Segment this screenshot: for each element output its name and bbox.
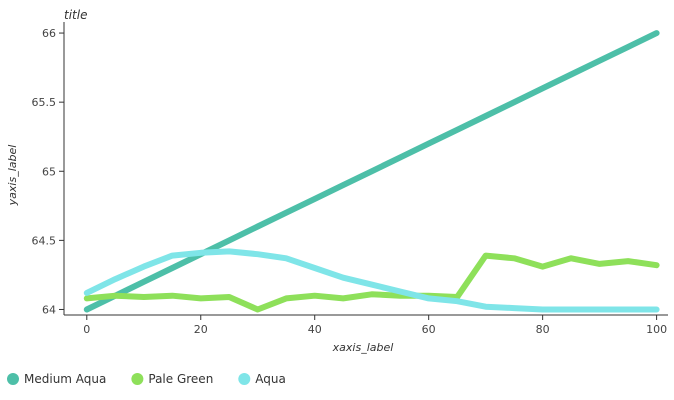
legend-label-medium-aqua: Medium Aqua	[24, 372, 106, 386]
x-tick-label: 60	[422, 323, 436, 336]
y-tick-label: 65.5	[32, 96, 57, 109]
x-tick-label: 40	[308, 323, 322, 336]
legend-label-pale-green: Pale Green	[148, 372, 213, 386]
y-tick-label: 64.5	[32, 234, 57, 247]
x-tick-label: 20	[194, 323, 208, 336]
x-tick-label: 0	[83, 323, 90, 336]
y-tick-label: 65	[42, 165, 56, 178]
y-tick-label: 64	[42, 303, 56, 316]
x-axis-title: xaxis_label	[332, 341, 394, 354]
chart-title: title	[64, 8, 87, 22]
legend-label-aqua: Aqua	[255, 372, 286, 386]
series-line-aqua	[83, 248, 660, 313]
legend: Medium Aqua Pale Green Aqua	[7, 372, 286, 386]
legend-swatch-pale-green	[131, 373, 144, 385]
legend-swatch-aqua	[238, 373, 251, 385]
series-line-pale-green	[83, 252, 660, 313]
axes: 0 20 40 60 80 100 64 64.5 65 65.5 66	[32, 22, 668, 336]
plot-area	[83, 30, 660, 313]
y-tick-label: 66	[42, 27, 56, 40]
y-axis-title: yaxis_label	[6, 145, 19, 207]
x-tick-label: 80	[536, 323, 550, 336]
legend-swatch-medium-aqua	[7, 373, 19, 385]
series-line-medium-aqua	[83, 30, 660, 313]
x-tick-label: 100	[646, 323, 667, 336]
